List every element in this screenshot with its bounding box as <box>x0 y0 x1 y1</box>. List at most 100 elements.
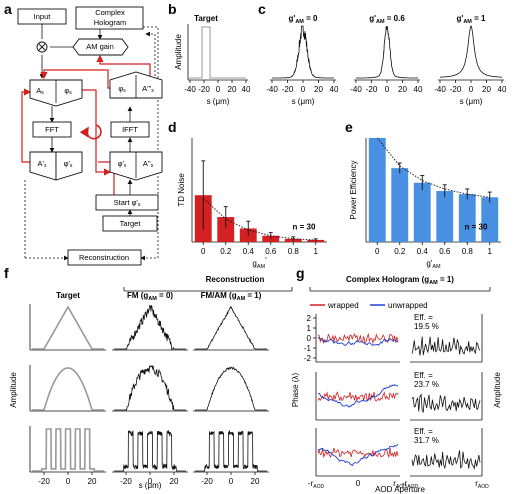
panel-label-b: b <box>168 1 177 17</box>
cycle-arrow-icon <box>79 124 102 140</box>
panel-f-column-title: Target <box>56 291 80 300</box>
node-aprime-phiprime: A's φ's <box>29 151 83 181</box>
bar-category-label: 0.6 <box>439 247 451 256</box>
phase-ylabel: Phase (λ) <box>291 373 300 408</box>
panel-b-tick-label: 0 <box>216 85 221 94</box>
panel-f-profile-line <box>114 430 186 472</box>
bar-xlabel: g'AM <box>426 259 441 270</box>
bar-xlabel: gAM' <box>252 256 267 270</box>
phase-tick-label: -1 <box>304 344 312 353</box>
panel-c-tick-label: 20 <box>482 85 491 94</box>
unwrapped-phase-line <box>317 443 399 467</box>
panel-c: g'AM = 0 -40 -20 0 20 40 g'AM = 0.6 -40 -20 0 20 40… <box>266 14 507 106</box>
panel-b-tick-label: 40 <box>242 85 251 94</box>
node-reconstruction: Reconstruction <box>67 249 142 266</box>
panel-c-profile-line <box>440 25 502 78</box>
node-phis-as3: φs A'''s <box>109 71 163 99</box>
panel-b-title: Target <box>194 14 218 23</box>
legend-wrapped: wrapped <box>327 301 359 310</box>
panel-b-xlabel: s (μm) <box>207 97 230 106</box>
svg-text:Reconstruction: Reconstruction <box>79 253 129 262</box>
complex-hologram-header: Complex Hologram (gAM = 1) <box>346 275 454 286</box>
panel-c-tick-label: -20 <box>282 85 294 94</box>
panel-b: Target Amplitude -40 -20 0 20 40 s (μm) <box>174 14 251 106</box>
bar <box>413 182 431 242</box>
n-annotation: n = 30 <box>465 223 488 232</box>
node-fft: FFT <box>32 121 72 138</box>
panel-c-title: g'AM = 0.6 <box>369 14 405 25</box>
svg-text:As: As <box>36 86 44 96</box>
panel-f-profile-line <box>195 366 267 411</box>
panel-f-xlabel: s (μm) <box>139 481 162 490</box>
panel-f-tick-label: 20 <box>170 477 179 486</box>
phase-tick-label: -2 <box>304 354 312 363</box>
panel-c-tick-label: 0 <box>385 85 390 94</box>
svg-text:A''s: A''s <box>143 159 154 169</box>
aperture-tick-mid: 0 <box>356 479 361 488</box>
panel-f-tick-label: -20 <box>38 477 50 486</box>
flowchart: Input Complex Hologram AM gain As φs φs … <box>17 6 163 266</box>
panel-c-tick-label: -20 <box>450 85 462 94</box>
node-phiprime-as2: φ's A''s <box>109 151 163 181</box>
svg-text:FFT: FFT <box>45 125 59 134</box>
panel-c-tick-label: 0 <box>301 85 306 94</box>
bar-category-label: 0.8 <box>288 247 300 256</box>
svg-text:φs: φs <box>64 86 72 96</box>
multiply-icon <box>36 41 48 53</box>
bar <box>368 138 386 242</box>
panel-f-profile-line <box>32 367 104 411</box>
panel-b-tick-label: -20 <box>198 85 210 94</box>
efficiency-value: 23.7 % <box>414 380 439 389</box>
panel-f-tick-label: 0 <box>148 477 153 486</box>
amplitude-line <box>411 450 481 470</box>
svg-text:Target: Target <box>120 219 142 228</box>
legend-unwrapped: unwrapped <box>388 301 428 310</box>
panel-c-profile-line <box>356 25 418 79</box>
bar-category-label: 0.8 <box>462 247 474 256</box>
wrapped-phase-line <box>317 391 399 402</box>
panel-f-tick-label: 0 <box>229 477 234 486</box>
panel-f-profile-line <box>114 365 186 411</box>
node-complex-hologram: Complex Hologram <box>75 6 144 30</box>
panel-label-e: e <box>345 119 353 135</box>
panel-f-ylabel: Amplitude <box>9 372 18 408</box>
hologram-label-2: Hologram <box>94 18 127 27</box>
panel-c-tick-label: -40 <box>434 85 446 94</box>
panel-c-tick-label: 20 <box>398 85 407 94</box>
panel-c-tick-label: 0 <box>469 85 474 94</box>
panel-f-profile-line <box>32 428 104 472</box>
panel-c-tick-label: 40 <box>414 85 423 94</box>
panel-c-tick-label: -40 <box>266 85 278 94</box>
panel-b-tick-label: 20 <box>228 85 237 94</box>
phase-tick-label: 0 <box>307 334 312 343</box>
bar-category-label: 0 <box>375 247 380 256</box>
bar-ylabel: TD Noise <box>177 173 186 207</box>
panel-b-ylabel: Amplitude <box>174 34 183 70</box>
node-am-gain: AM gain <box>72 38 129 56</box>
hologram-label: Complex <box>95 8 125 17</box>
bar-category-label: 0.2 <box>220 247 232 256</box>
panel-b-tick-label: -40 <box>184 85 196 94</box>
bar <box>391 168 409 242</box>
panel-d-chart: TD Noise 0 0.2 0.4 0.6 0.8 1 gAM' n = 30 <box>177 138 327 270</box>
unwrapped-phase-line <box>317 336 399 347</box>
efficiency-value: 31.7 % <box>414 436 439 445</box>
panel-c-title: g'AM = 1 <box>457 14 486 25</box>
panel-c-tick-label: 40 <box>330 85 339 94</box>
wrapped-phase-line <box>317 447 399 459</box>
reconstruction-header: Reconstruction <box>206 275 265 284</box>
link-red-5 <box>82 89 112 176</box>
svg-text:Input: Input <box>34 12 52 21</box>
amplitude-ylabel: Amplitude <box>493 372 502 408</box>
panel-c-xlabel-2: s (μm) <box>460 97 483 106</box>
aperture-tick-left: -rAOD <box>308 479 325 490</box>
node-start-phi: Start φ's <box>95 194 159 211</box>
bar <box>217 217 235 242</box>
svg-text:φ's: φ's <box>118 159 127 169</box>
panel-f-profile-line <box>32 305 104 350</box>
svg-text:φs: φs <box>118 84 126 94</box>
node-target: Target <box>102 215 158 232</box>
panel-c-tick-label: -20 <box>366 85 378 94</box>
panel-f-tick-label: 0 <box>66 477 71 486</box>
